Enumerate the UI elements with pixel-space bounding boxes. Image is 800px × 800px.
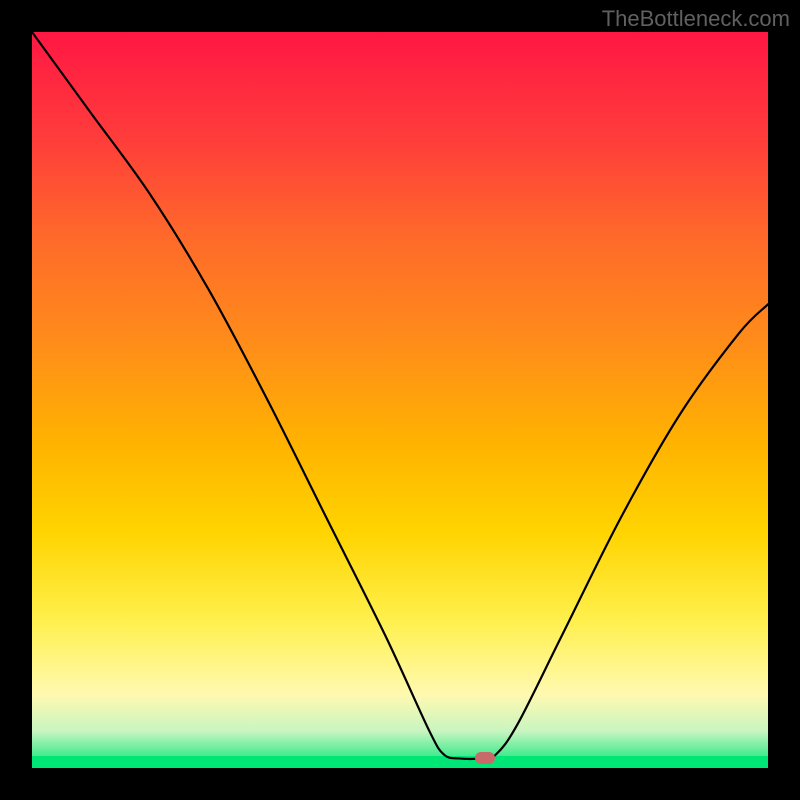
chart-container: TheBottleneck.com — [0, 0, 800, 800]
bottleneck-curve — [0, 0, 800, 800]
watermark-text: TheBottleneck.com — [602, 6, 790, 32]
optimal-point-marker — [475, 752, 495, 764]
